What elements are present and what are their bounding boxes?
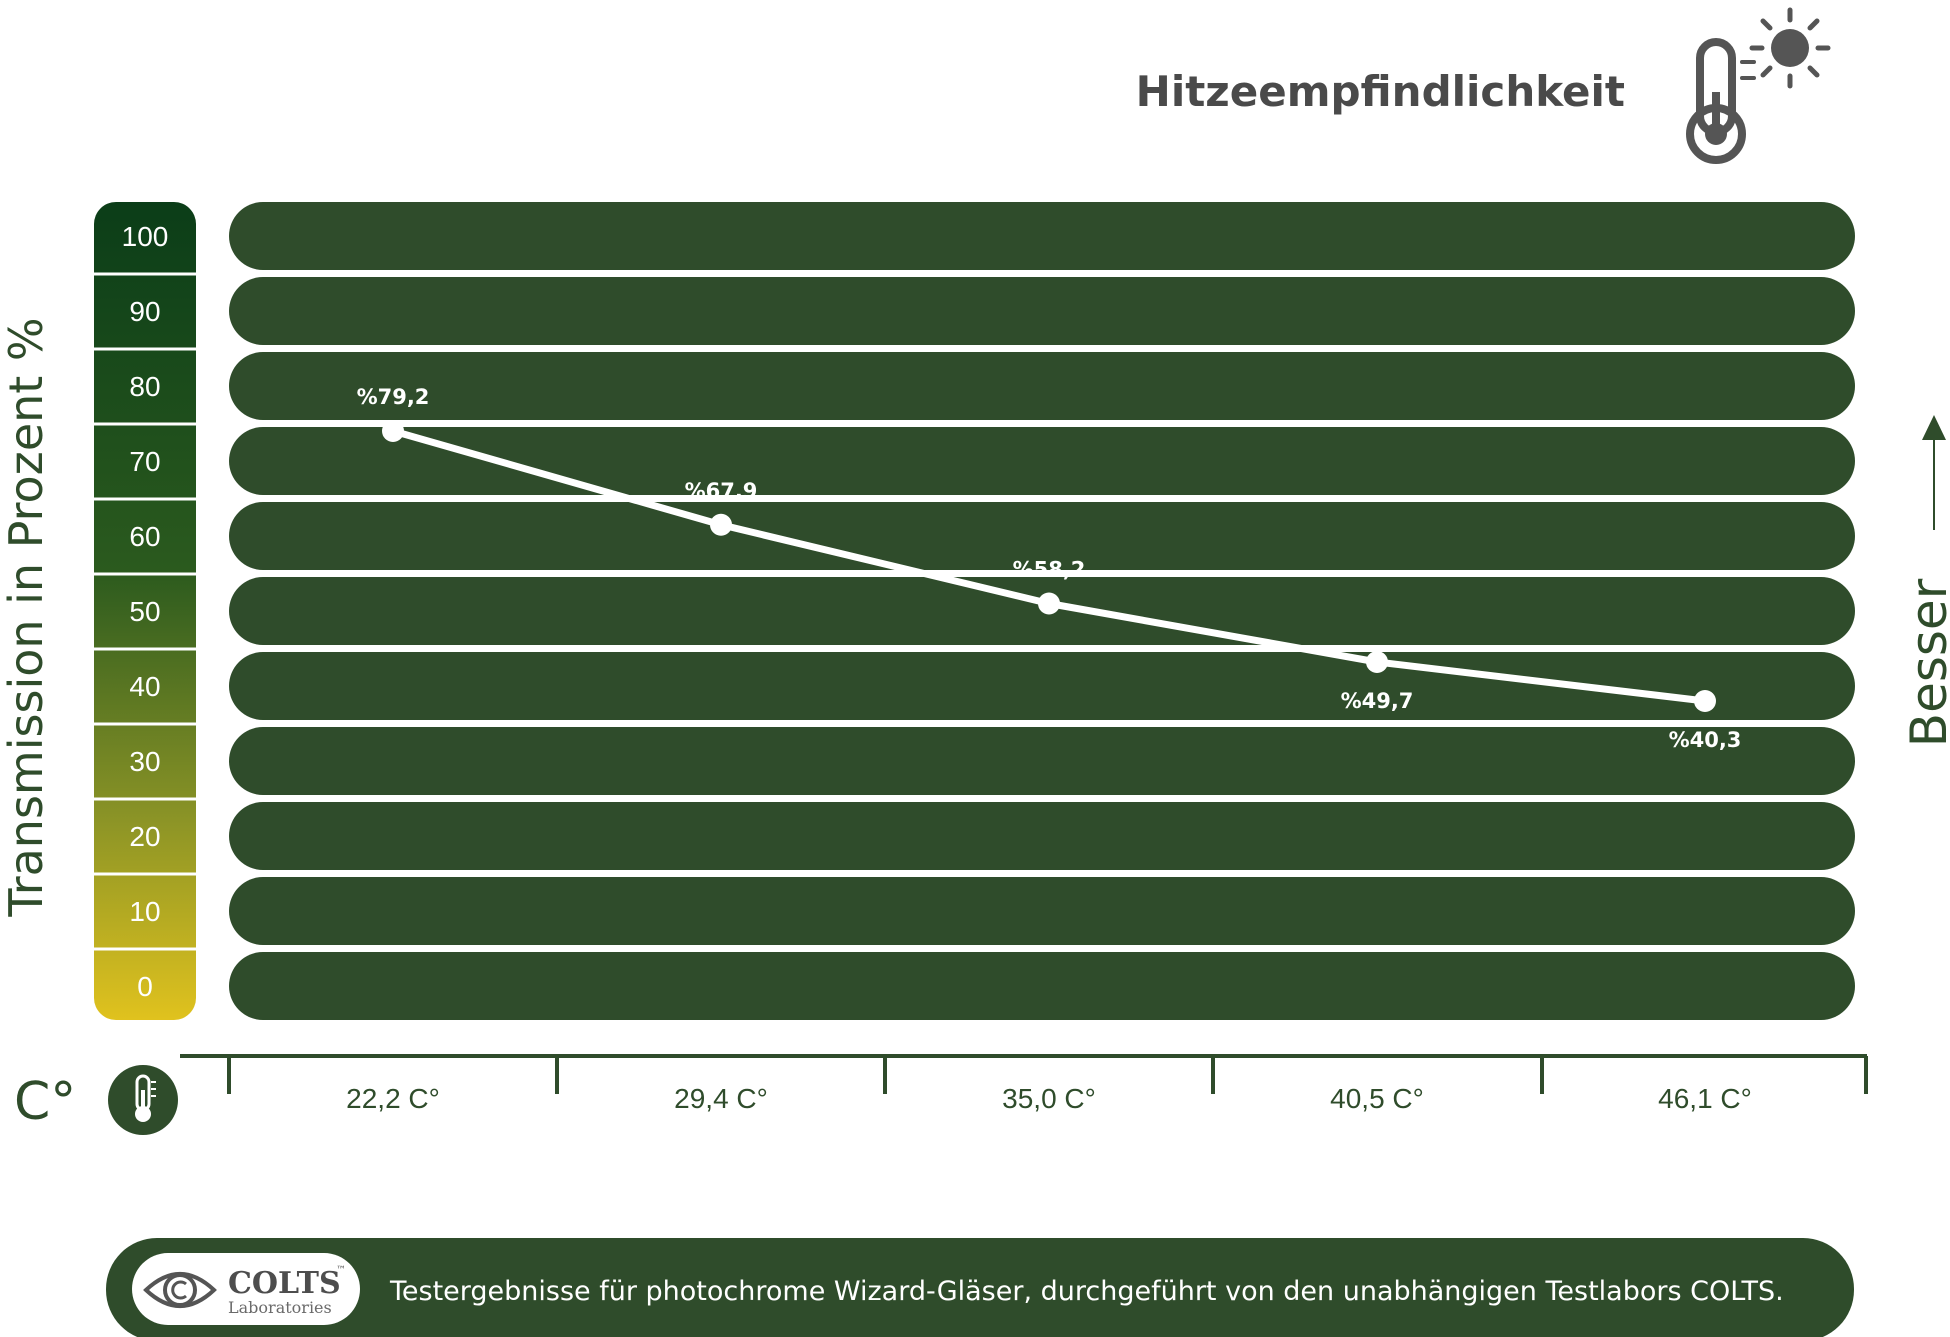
- data-labels: %79,2 %67,9 %58,2 %49,7 %40,3: [357, 385, 1742, 752]
- y-tick-label: 30: [129, 746, 160, 777]
- y-tick-label: 70: [129, 446, 160, 477]
- x-unit-label: C°: [14, 1072, 76, 1132]
- y-tick-label: 20: [129, 821, 160, 852]
- row-band: [229, 502, 1855, 570]
- x-tick-label: 40,5 C°: [1330, 1083, 1424, 1114]
- data-point: [1694, 690, 1716, 712]
- x-ticks: 22,2 C° 29,4 C° 35,0 C° 40,5 C° 46,1 C°: [227, 1056, 1868, 1114]
- y-tick-label: 10: [129, 896, 160, 927]
- y-tick-label: 90: [129, 296, 160, 327]
- data-point: [710, 513, 732, 536]
- x-tick-label: 46,1 C°: [1658, 1083, 1752, 1114]
- data-label: %67,9: [685, 479, 758, 503]
- data-label: %49,7: [1341, 689, 1414, 713]
- data-point: [382, 420, 404, 442]
- thermometer-sun-icon: [1686, 7, 1831, 164]
- row-band: [229, 877, 1855, 945]
- y-tick-label: 0: [137, 971, 153, 1002]
- data-label: %40,3: [1669, 728, 1742, 752]
- y-tick-label: 100: [122, 221, 169, 252]
- row-band: [229, 727, 1855, 795]
- logo-trademark: ™: [336, 1265, 346, 1276]
- side-label: Besser: [1900, 578, 1950, 747]
- data-label: %79,2: [357, 385, 430, 409]
- y-tick-column: [94, 202, 196, 1020]
- x-tick-label: 22,2 C°: [346, 1083, 440, 1114]
- footer-bar: [106, 1238, 1854, 1337]
- row-band: [229, 802, 1855, 870]
- series-line: [382, 420, 1716, 712]
- row-band: [229, 427, 1855, 495]
- chart-title: Hitzeempfindlichkeit: [1136, 67, 1625, 116]
- data-point: [1366, 651, 1388, 673]
- eye-copyright-icon: [143, 1272, 217, 1308]
- y-tick-label: 40: [129, 671, 160, 702]
- y-tick-label: 60: [129, 521, 160, 552]
- y-tick-label: 80: [129, 371, 160, 402]
- x-tick-label: 35,0 C°: [1002, 1083, 1096, 1114]
- row-band: [229, 352, 1855, 420]
- logo-name: COLTS: [228, 1266, 341, 1301]
- data-point: [1038, 592, 1060, 615]
- footer: COLTS ™ Laboratories Testergebnisse für …: [106, 1238, 1854, 1337]
- y-axis-label: Transmission in Prozent %: [0, 317, 53, 917]
- bands-layer: [229, 202, 1855, 1020]
- logo-sub: Laboratories: [228, 1298, 332, 1317]
- thermometer-icon: [108, 1065, 178, 1135]
- row-band: [229, 952, 1855, 1020]
- x-tick-label: 29,4 C°: [674, 1083, 768, 1114]
- row-band: [229, 652, 1855, 720]
- row-band: [229, 202, 1855, 270]
- data-label: %58,2: [1013, 558, 1086, 582]
- footer-text: Testergebnisse für photochrome Wizard-Gl…: [389, 1276, 1784, 1307]
- row-band: [229, 277, 1855, 345]
- y-tick-label: 50: [129, 596, 160, 627]
- arrow-up-icon: [1922, 415, 1946, 530]
